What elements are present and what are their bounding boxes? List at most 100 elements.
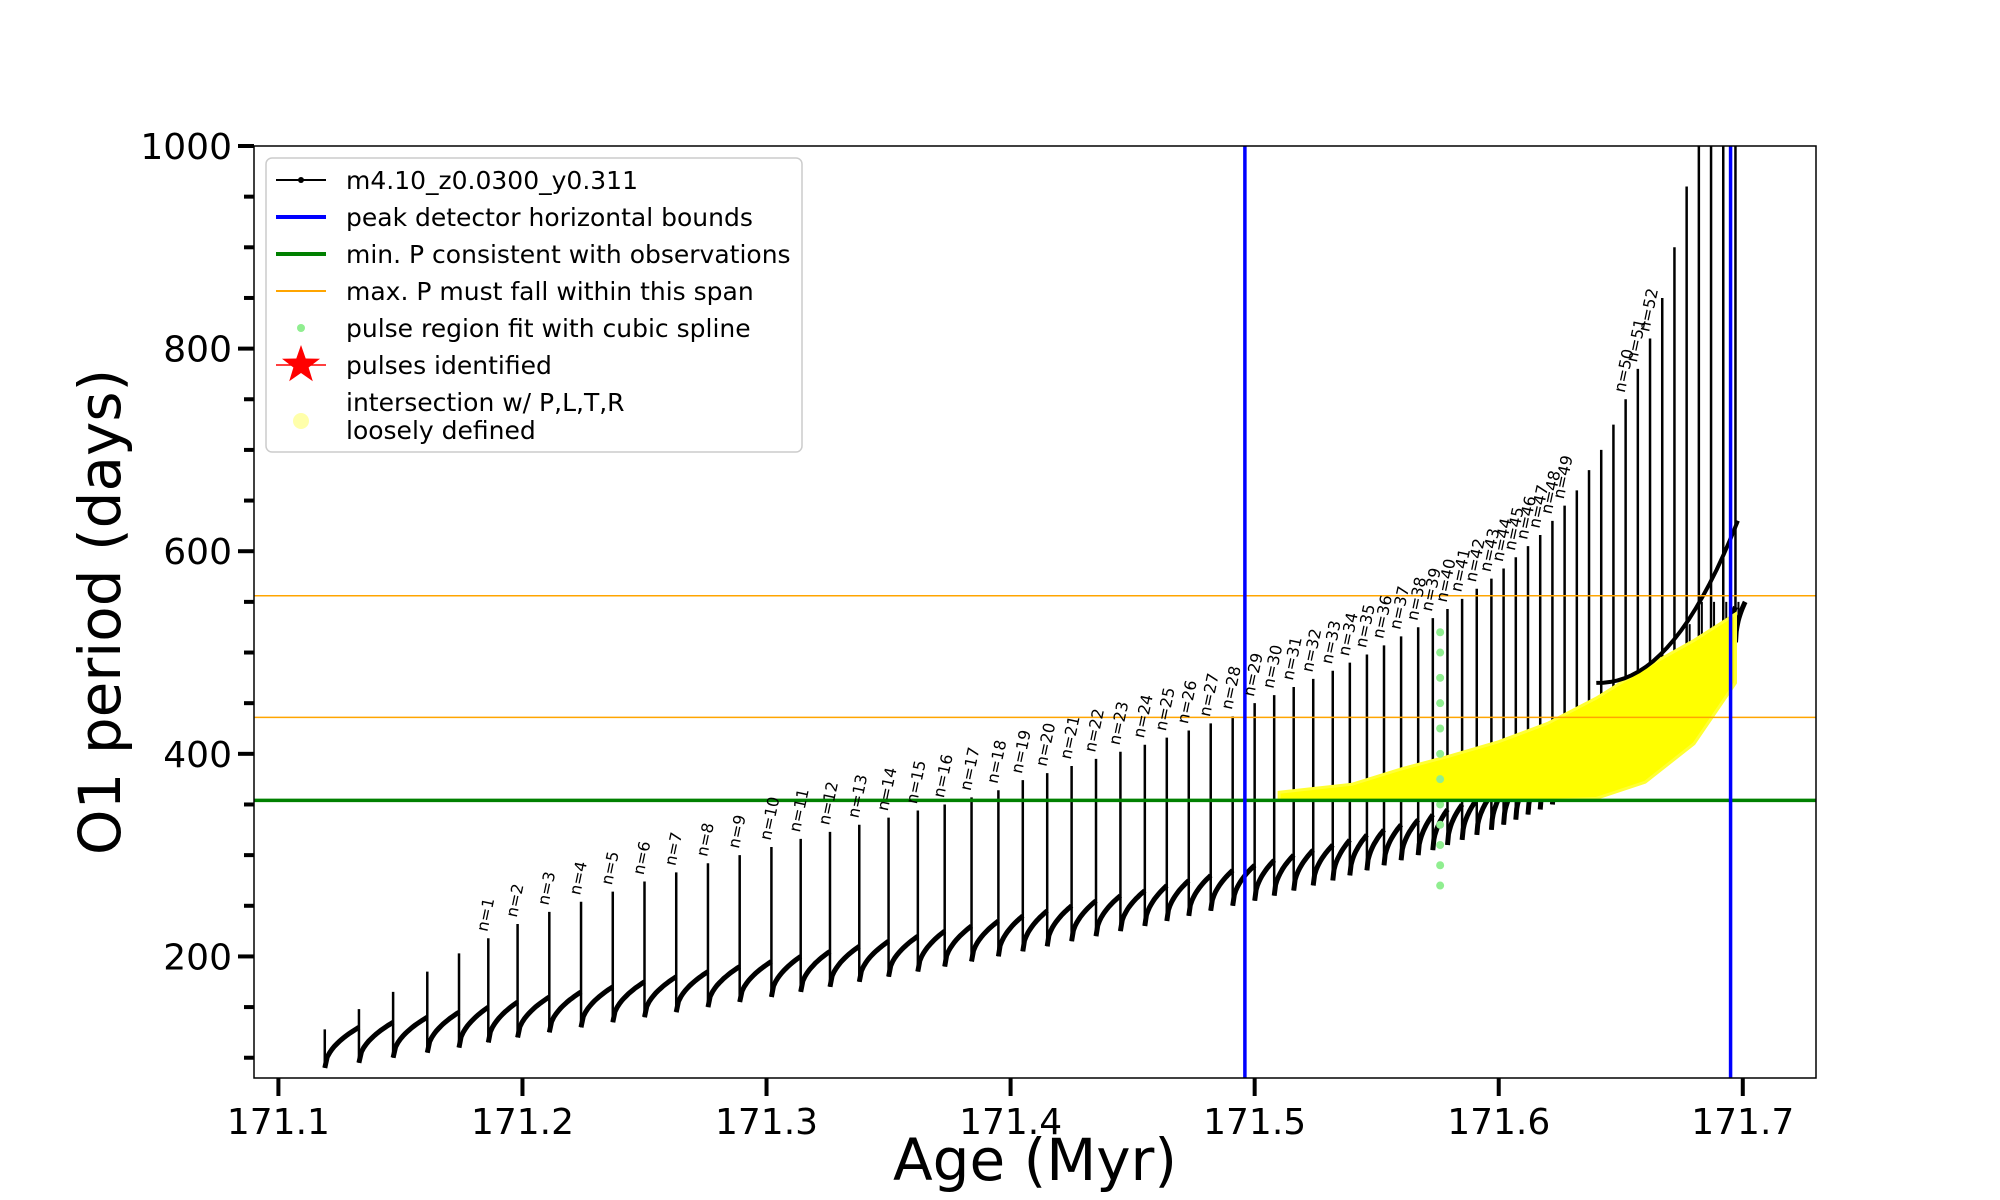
series-arc xyxy=(1093,893,1122,937)
legend-swatch xyxy=(297,324,305,332)
legend-label: m4.10_z0.0300_y0.311 xyxy=(346,166,638,195)
series-arc xyxy=(673,969,710,1013)
spline-point xyxy=(1436,648,1445,657)
legend-label: intersection w/ P,L,T,R xyxy=(346,388,625,417)
series-arc xyxy=(1310,843,1335,886)
x-axis-title: Age (Myr) xyxy=(893,1126,1177,1194)
series-arc xyxy=(856,939,891,983)
x-tick-label: 171.1 xyxy=(227,1102,330,1143)
pulse-label: n=20 xyxy=(1032,721,1060,768)
series-arc xyxy=(1398,818,1421,861)
pulse-label: n=52 xyxy=(1634,286,1662,333)
series-arc xyxy=(1271,853,1296,897)
spline-point xyxy=(1436,820,1445,829)
pulse-label: n=22 xyxy=(1080,707,1108,754)
series-arc xyxy=(642,974,678,1018)
pulse-label: n=15 xyxy=(902,759,930,806)
legend-swatch xyxy=(293,413,309,429)
series-arc xyxy=(1364,828,1386,871)
series-arc xyxy=(1291,848,1315,891)
pulse-label: n=18 xyxy=(983,738,1011,785)
series-arc xyxy=(942,924,974,968)
series-arc xyxy=(737,959,773,1003)
star-icon xyxy=(282,345,320,382)
legend-swatch-marker xyxy=(298,177,304,183)
y-tick-label: 800 xyxy=(163,330,232,371)
series-arc xyxy=(578,984,615,1028)
series-arc xyxy=(546,989,583,1033)
series-arc xyxy=(1069,898,1098,942)
x-tick-label: 171.7 xyxy=(1691,1102,1794,1143)
pulse-label: n=24 xyxy=(1129,693,1157,740)
legend-label: peak detector horizontal bounds xyxy=(346,203,753,232)
series-arc xyxy=(1459,797,1479,841)
series-arc xyxy=(705,964,741,1008)
spline-point xyxy=(1436,749,1445,758)
legend-label: pulse region fit with cubic spline xyxy=(346,314,751,343)
series-envelope xyxy=(1596,520,1740,685)
series-arc xyxy=(768,954,803,998)
x-tick-label: 171.5 xyxy=(1203,1102,1306,1143)
pulse-label: n=5 xyxy=(597,849,623,886)
pulse-label: n=4 xyxy=(565,860,591,897)
x-tick-label: 171.4 xyxy=(959,1102,1062,1143)
series-arc xyxy=(322,1025,361,1069)
pulse-label: n=7 xyxy=(661,830,687,867)
series-arc xyxy=(1044,903,1074,947)
spline-point xyxy=(1436,800,1445,809)
pulse-label: n=8 xyxy=(692,821,718,858)
series-arc xyxy=(915,929,947,973)
pulse-label: n=23 xyxy=(1105,700,1133,747)
series-arc xyxy=(1020,908,1049,952)
legend-label: max. P must fall within this span xyxy=(346,277,754,306)
series-arc xyxy=(1733,600,1748,643)
y-tick-label: 1000 xyxy=(140,127,232,168)
spline-point xyxy=(1436,699,1445,708)
series-arc xyxy=(356,1020,395,1064)
spline-point xyxy=(1436,775,1445,784)
pulse-label: n=13 xyxy=(844,773,872,820)
series-arc xyxy=(610,979,646,1023)
series-arc xyxy=(827,944,861,988)
pulse-label: n=17 xyxy=(956,745,984,792)
x-tick-label: 171.3 xyxy=(715,1102,818,1143)
series-arc xyxy=(424,1010,461,1054)
series-arc xyxy=(1415,813,1435,856)
y-tick-label: 200 xyxy=(163,937,232,978)
pulse-label: n=25 xyxy=(1151,686,1179,733)
legend-label: min. P consistent with observations xyxy=(346,240,791,269)
legend-label-line2: loosely defined xyxy=(346,416,536,445)
plot-area: n=1 n=2 n=3 n=4 n=5 n=6 n=7 n=8 n=9 n=10 n=11 n=12 n… xyxy=(254,146,1816,1078)
series-arc xyxy=(1164,878,1191,922)
spline-point xyxy=(1436,841,1445,849)
spline-point xyxy=(1436,628,1445,637)
series-arc xyxy=(1142,883,1169,927)
series-arc xyxy=(798,949,832,993)
spline-point xyxy=(1436,673,1445,682)
y-tick-label: 400 xyxy=(163,735,232,776)
series-arc xyxy=(456,1005,490,1049)
series-arc xyxy=(969,919,1000,962)
series-arc xyxy=(1208,868,1235,912)
y-tick-label: 600 xyxy=(163,532,232,573)
spline-point xyxy=(1436,881,1445,890)
series-arc xyxy=(485,999,520,1043)
legend-box xyxy=(265,157,803,453)
spline-point xyxy=(1436,724,1445,733)
series-arc xyxy=(1381,823,1404,866)
x-tick-label: 171.2 xyxy=(471,1102,574,1143)
pulse-label: n=6 xyxy=(629,839,655,876)
axes: 171.1 171.2 171.3 171.4 171.5 171.6 171.7 200 40… xyxy=(140,127,1794,1143)
series-arc xyxy=(515,994,551,1039)
series-arc xyxy=(886,934,920,978)
series-arc xyxy=(1347,833,1369,876)
pulse-label: n=14 xyxy=(873,766,901,813)
pulse-label: n=9 xyxy=(724,813,750,850)
pulse-label: n=49 xyxy=(1549,454,1577,501)
pulse-label: n=21 xyxy=(1056,714,1084,761)
y-axis-title: O1 period (days) xyxy=(66,369,134,855)
pulse-label: n=19 xyxy=(1007,728,1035,775)
